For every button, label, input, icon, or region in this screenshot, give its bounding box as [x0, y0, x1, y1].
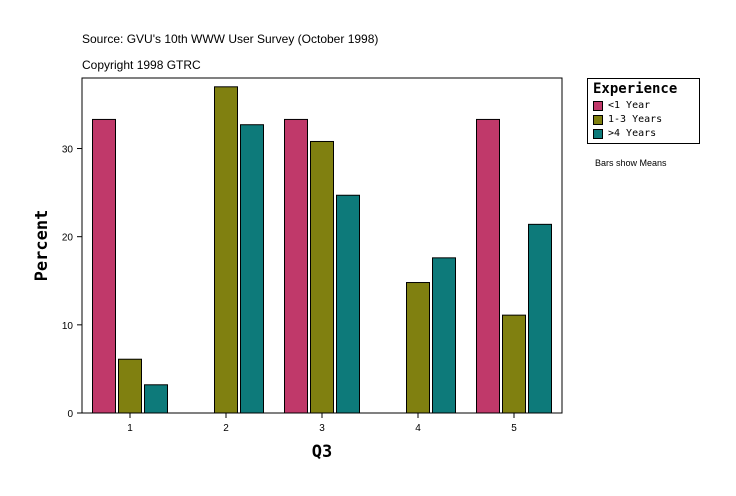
bar: [336, 194, 360, 414]
y-tick-label: 0: [67, 409, 73, 420]
bar: [432, 257, 456, 414]
legend: Experience <1 Year 1-3 Years >4 Years: [587, 78, 700, 144]
legend-label-lt1: <1 Year: [608, 100, 651, 111]
bar: [528, 223, 552, 414]
legend-item-gt4: >4 Years: [593, 127, 656, 140]
legend-label-1to3: 1-3 Years: [608, 114, 663, 125]
legend-swatch-lt1: [593, 100, 603, 111]
bar: [240, 124, 264, 414]
bar: [284, 118, 308, 414]
bar: [502, 314, 526, 414]
x-tick-label: 5: [511, 423, 517, 434]
legend-swatch-1to3: [593, 114, 603, 125]
y-tick-label: 20: [62, 233, 74, 244]
x-axis-title: Q3: [312, 442, 332, 462]
bar: [476, 118, 500, 414]
source-caption: Source: GVU's 10th WWW User Survey (Octo…: [82, 32, 379, 46]
y-tick-label: 10: [62, 321, 74, 332]
y-tick-label: 30: [62, 145, 74, 156]
x-tick-label: 2: [223, 423, 229, 434]
legend-title: Experience: [593, 81, 678, 97]
bar: [310, 140, 334, 414]
y-axis-title: Percent: [32, 210, 52, 282]
bar: [144, 384, 168, 414]
legend-item-1to3: 1-3 Years: [593, 113, 662, 126]
bar: [118, 358, 142, 414]
bar: [214, 86, 238, 414]
bars-note: Bars show Means: [595, 158, 667, 168]
legend-label-gt4: >4 Years: [608, 128, 657, 139]
legend-swatch-gt4: [593, 128, 603, 139]
bar: [92, 118, 116, 414]
x-tick-label: 3: [319, 423, 325, 434]
legend-item-lt1: <1 Year: [593, 99, 650, 112]
bar: [406, 282, 430, 414]
x-tick-label: 1: [127, 423, 133, 434]
copyright-caption: Copyright 1998 GTRC: [82, 58, 201, 72]
x-tick-label: 4: [415, 423, 421, 434]
